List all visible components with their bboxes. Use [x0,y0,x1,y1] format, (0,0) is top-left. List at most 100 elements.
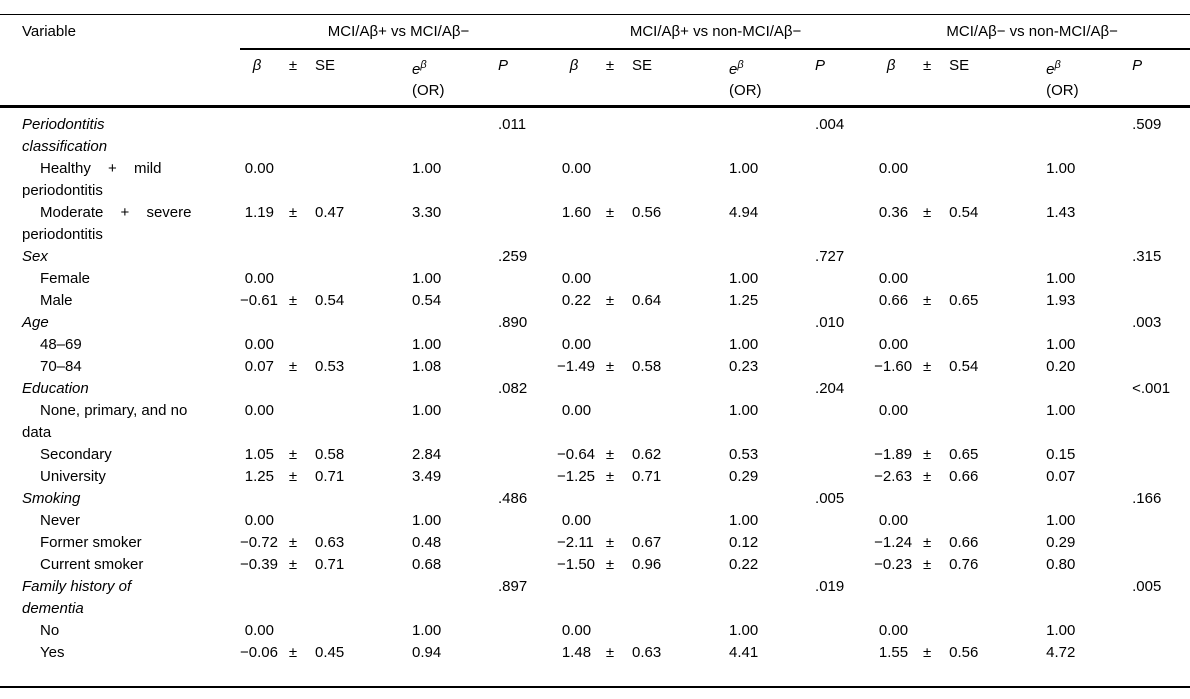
cell-pm [274,400,312,444]
row-label: University [0,466,240,488]
row-label-line: data [22,424,52,441]
cell-beta: 0.00 [561,160,592,177]
cell-beta: 0.00 [878,336,909,353]
cell-p [1132,268,1190,290]
cell-se: 0.54 [949,358,979,375]
cell-or: 1.00 [412,512,442,529]
cell-or: 4.94 [729,204,759,221]
cell-se: 0.58 [632,358,662,375]
cell-beta: 1.25 [244,468,274,485]
cell-p: .259 [498,248,528,265]
cell-beta: 0.00 [878,402,909,419]
table-row: Secondary 1.05 ±0.58 2.84 −0.64 ±0.62 0.53 −1.8… [0,444,1190,466]
cell-se: 0.45 [315,644,345,661]
e-exponent: β [1054,59,1061,71]
cell-se: 0.96 [632,556,662,573]
cell-p [1132,466,1190,488]
table-row: Male −0.61 ±0.54 0.54 0.22 ±0.64 1.25 0.66 ±0.65… [0,290,1190,312]
cell-beta: 0.00 [878,622,909,639]
cell-or: 1.00 [729,402,759,419]
cell-or [1046,488,1132,510]
column-header-row: β ± SE eβ (OR) P β ± SE eβ (OR) P β ± SE e… [0,49,1190,108]
cell-or [1046,312,1132,334]
cell-pm [908,510,946,532]
cell-or: 1.00 [1046,512,1076,529]
cell-se [312,246,412,268]
variable-column-header: Variable [0,14,240,108]
cell-p [498,642,557,687]
cell-pm: ± [922,556,932,573]
cell-pm: ± [922,358,932,375]
cell-p [498,290,557,312]
cell-pm [274,488,312,510]
cell-beta [240,107,274,159]
row-label: No [0,620,240,642]
cell-p: .727 [815,248,845,265]
row-label: Yes [0,642,240,687]
cell-p [1132,554,1190,576]
cell-pm: ± [922,446,932,463]
cell-pm: ± [605,358,615,375]
cell-pm [591,158,629,202]
row-label: Family history of dementia [0,576,240,620]
cell-p [815,290,874,312]
cell-se [946,378,1046,400]
cell-pm: ± [922,534,932,551]
table-row: 70–84 0.07 ±0.53 1.08 −1.49 ±0.58 0.23 −1.60 ±0.… [0,356,1190,378]
row-label: Never [0,510,240,532]
cell-pm [591,268,629,290]
cell-se [629,334,729,356]
table-row: Healthy + mild periodontitis 0.00 1.00 0.00 1… [0,158,1190,202]
cell-beta: −1.25 [557,468,596,485]
cell-beta: 1.55 [878,644,909,661]
cell-or: 4.72 [1046,644,1076,661]
cell-or: 2.84 [412,446,442,463]
cell-se [946,488,1046,510]
cell-se [946,334,1046,356]
cell-or: 1.08 [412,358,442,375]
cell-pm [591,576,629,620]
cell-beta: 0.00 [878,270,909,287]
cell-beta: −0.23 [874,556,913,573]
or-label: (OR) [412,82,445,99]
cell-se [946,510,1046,532]
cell-beta: 0.07 [244,358,274,375]
se-header: SE [629,49,730,108]
cell-p [1132,620,1190,642]
cell-p: .004 [815,116,845,133]
cell-p [815,532,874,554]
cell-beta: 0.00 [244,402,274,419]
cell-p: .897 [498,578,528,595]
cell-se [629,378,729,400]
cell-or: 1.00 [1046,270,1076,287]
cell-or: 1.00 [1046,160,1076,177]
cell-se [946,268,1046,290]
cell-se [629,400,729,444]
cell-or: 0.20 [1046,358,1076,375]
row-label-line: Sex [22,248,48,265]
cell-pm: ± [288,292,298,309]
cell-p [815,554,874,576]
cell-beta [557,576,591,620]
cell-p: .011 [498,116,527,133]
cell-beta: 0.00 [878,512,909,529]
table-row: 48–69 0.00 1.00 0.00 1.00 0.00 1.00 [0,334,1190,356]
cell-se [946,158,1046,202]
cell-beta: 0.00 [561,336,592,353]
cell-or [1046,107,1132,159]
cell-or: 1.00 [412,402,442,419]
cell-se [946,246,1046,268]
cell-or [729,378,815,400]
cell-pm [274,620,312,642]
cell-se: 0.71 [315,468,345,485]
row-label: 70–84 [0,356,240,378]
row-label-line: Healthy + mild [40,160,162,177]
cell-beta: 1.19 [244,204,274,221]
table-row: Female 0.00 1.00 0.00 1.00 0.00 1.00 [0,268,1190,290]
table-row: No 0.00 1.00 0.00 1.00 0.00 1.00 [0,620,1190,642]
row-label: Healthy + mild periodontitis [0,158,240,202]
cell-se [629,107,729,159]
cell-pm: ± [288,644,298,661]
cell-pm [908,576,946,620]
cell-p [815,444,874,466]
